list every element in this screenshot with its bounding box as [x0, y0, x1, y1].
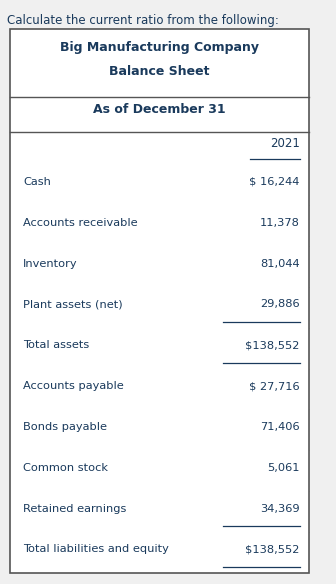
Text: 81,044: 81,044	[260, 259, 300, 269]
Text: As of December 31: As of December 31	[93, 103, 226, 116]
Text: $ 16,244: $ 16,244	[249, 177, 300, 187]
Text: $138,552: $138,552	[245, 340, 300, 350]
Text: Accounts receivable: Accounts receivable	[23, 218, 137, 228]
Text: $138,552: $138,552	[245, 544, 300, 554]
Text: 29,886: 29,886	[260, 300, 300, 310]
Text: Accounts payable: Accounts payable	[23, 381, 124, 391]
Text: 2021: 2021	[270, 137, 300, 150]
Text: Common stock: Common stock	[23, 463, 108, 473]
Text: Cash: Cash	[23, 177, 51, 187]
Text: 71,406: 71,406	[260, 422, 300, 432]
Text: Bonds payable: Bonds payable	[23, 422, 107, 432]
Text: Retained earnings: Retained earnings	[23, 503, 126, 514]
Text: Balance Sheet: Balance Sheet	[110, 65, 210, 78]
Text: 34,369: 34,369	[260, 503, 300, 514]
Text: Plant assets (net): Plant assets (net)	[23, 300, 123, 310]
Text: Total liabilities and equity: Total liabilities and equity	[23, 544, 169, 554]
Text: Big Manufacturing Company: Big Manufacturing Company	[60, 41, 259, 54]
Text: Total assets: Total assets	[23, 340, 89, 350]
Text: $ 27,716: $ 27,716	[249, 381, 300, 391]
Text: 5,061: 5,061	[267, 463, 300, 473]
Text: Calculate the current ratio from the following:: Calculate the current ratio from the fol…	[7, 13, 279, 26]
Text: 11,378: 11,378	[260, 218, 300, 228]
Text: Inventory: Inventory	[23, 259, 78, 269]
